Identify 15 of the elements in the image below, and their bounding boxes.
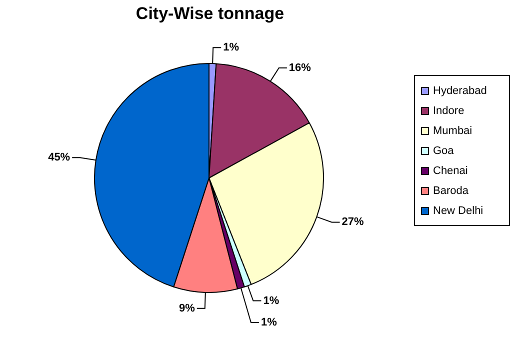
legend-label: Indore — [433, 105, 464, 117]
legend-label: Hyderabad — [433, 85, 487, 97]
legend-label: Goa — [433, 145, 454, 157]
legend-label: Chenai — [433, 165, 468, 177]
legend-label: Baroda — [433, 185, 468, 197]
data-label: 9% — [178, 302, 196, 314]
chart-title: City-Wise tonnage — [134, 4, 286, 24]
legend-label: New Delhi — [433, 205, 484, 217]
data-label: 27% — [342, 216, 364, 228]
data-label: 1% — [223, 42, 240, 54]
data-label: 1% — [263, 294, 280, 307]
data-label: 45% — [48, 152, 70, 164]
legend-label: Mumbai — [433, 125, 472, 137]
data-label: 16% — [288, 62, 312, 74]
data-label: 1% — [260, 316, 278, 329]
